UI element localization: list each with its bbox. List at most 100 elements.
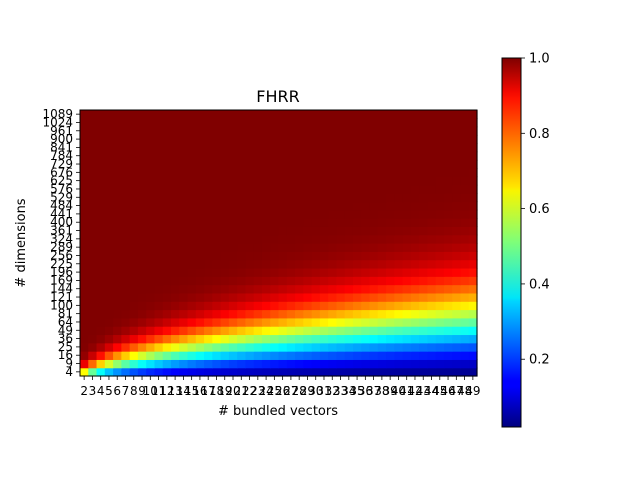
heatmap-cell	[278, 284, 288, 294]
heatmap-cell	[328, 342, 337, 352]
heatmap-cell	[278, 301, 288, 311]
heatmap-cell	[303, 342, 313, 352]
heatmap-cell	[113, 351, 122, 360]
heatmap-cell	[113, 184, 122, 194]
heatmap-cell	[369, 367, 379, 377]
heatmap-cell	[402, 110, 412, 119]
heatmap-cell	[386, 351, 395, 360]
heatmap-cell	[352, 334, 362, 344]
heatmap-cell	[369, 209, 379, 219]
heatmap-cell	[361, 359, 371, 369]
heatmap-cell	[336, 326, 346, 336]
heatmap-cell	[237, 367, 247, 377]
heatmap-cell	[319, 176, 329, 186]
heatmap-cell	[328, 301, 337, 311]
heatmap-cell	[394, 301, 404, 311]
heatmap-cell	[195, 118, 205, 128]
heatmap-cell	[452, 168, 462, 178]
heatmap-cell	[245, 326, 255, 336]
heatmap-cell	[104, 334, 114, 344]
heatmap-cell	[402, 267, 412, 277]
heatmap-cell	[137, 209, 147, 219]
heatmap-cell	[443, 267, 453, 277]
heatmap-cell	[245, 342, 255, 352]
heatmap-cell	[154, 301, 164, 311]
heatmap-cell	[361, 193, 371, 203]
heatmap-cell	[80, 351, 89, 360]
heatmap-cell	[460, 267, 470, 277]
heatmap-cell	[410, 193, 420, 203]
heatmap-cell	[237, 118, 247, 128]
heatmap-cell	[253, 134, 263, 144]
heatmap-cell	[443, 367, 453, 377]
heatmap-cell	[261, 359, 271, 369]
heatmap-cell	[369, 226, 379, 236]
x-tick-label: 49	[465, 384, 480, 398]
heatmap-cell	[369, 159, 379, 169]
heatmap-cell	[80, 201, 89, 211]
heatmap-cell	[228, 126, 238, 136]
heatmap-cell	[460, 359, 470, 369]
heatmap-cell	[162, 292, 172, 302]
heatmap-cell	[253, 317, 263, 327]
heatmap-cell	[278, 367, 288, 377]
heatmap-cell	[402, 201, 412, 211]
heatmap-cell	[170, 218, 180, 227]
heatmap-cell	[344, 292, 354, 302]
heatmap-cell	[336, 159, 346, 169]
heatmap-cell	[369, 201, 379, 211]
heatmap-cell	[278, 209, 288, 219]
heatmap-cell	[179, 126, 189, 136]
heatmap-cell	[468, 267, 478, 277]
heatmap-cell	[253, 284, 263, 294]
heatmap-cell	[113, 168, 122, 178]
heatmap-cell	[311, 367, 321, 377]
heatmap-cell	[179, 134, 189, 144]
heatmap-cell	[286, 301, 296, 311]
heatmap-cell	[220, 159, 230, 169]
heatmap-cell	[369, 317, 379, 327]
x-tick-label: 45	[432, 384, 447, 398]
heatmap-cell	[402, 126, 412, 136]
heatmap-cell	[228, 292, 238, 302]
heatmap-cell	[386, 126, 395, 136]
heatmap-cell	[394, 342, 404, 352]
heatmap-cell	[319, 292, 329, 302]
heatmap-cell	[146, 243, 156, 252]
y-tick-label: 36	[58, 332, 73, 346]
heatmap-cell	[286, 184, 296, 194]
heatmap-cell	[129, 351, 139, 360]
heatmap-cell	[154, 292, 164, 302]
heatmap-cell	[328, 309, 337, 319]
heatmap-cell	[328, 259, 337, 269]
heatmap-cell	[121, 251, 131, 261]
heatmap-cell	[443, 118, 453, 128]
heatmap-cell	[361, 367, 371, 377]
heatmap-cell	[295, 193, 304, 203]
heatmap-cell	[245, 126, 255, 136]
heatmap-cell	[179, 367, 189, 377]
heatmap-cell	[162, 184, 172, 194]
heatmap-cell	[328, 226, 337, 236]
heatmap-cell	[427, 251, 437, 261]
heatmap-cell	[80, 301, 89, 311]
heatmap-cell	[410, 218, 420, 227]
heatmap-cell	[369, 168, 379, 178]
heatmap-cell	[121, 259, 131, 269]
heatmap-cell	[278, 168, 288, 178]
heatmap-cell	[361, 267, 371, 277]
heatmap-cell	[212, 118, 222, 128]
heatmap-cell	[121, 292, 131, 302]
heatmap-cell	[261, 226, 271, 236]
heatmap-cell	[113, 151, 122, 161]
heatmap-cell	[253, 251, 263, 261]
heatmap-cell	[179, 326, 189, 336]
heatmap-cell	[212, 143, 222, 153]
y-tick-label: 256	[50, 248, 73, 262]
heatmap-cell	[402, 292, 412, 302]
heatmap-cell	[154, 284, 164, 294]
heatmap-cell	[96, 193, 106, 203]
heatmap-cell	[96, 292, 106, 302]
heatmap-cell	[187, 301, 197, 311]
heatmap-cell	[245, 168, 255, 178]
